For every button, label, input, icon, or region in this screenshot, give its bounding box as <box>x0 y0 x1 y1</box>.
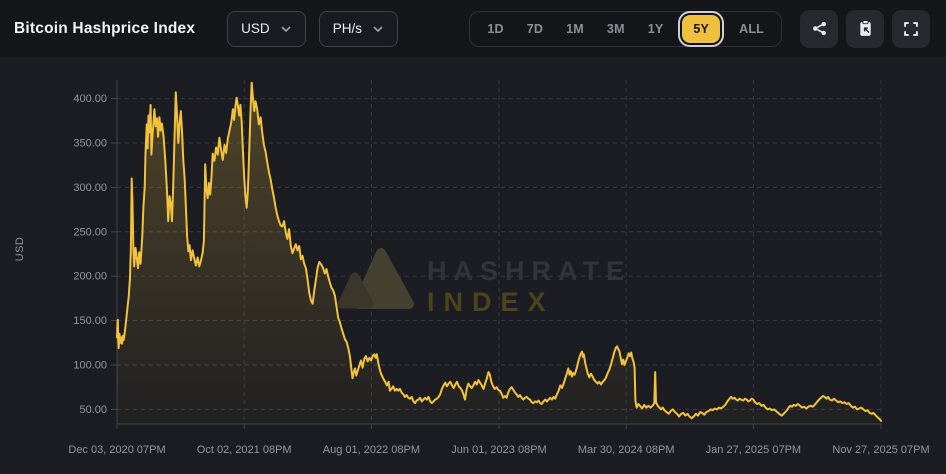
watermark-text-hashrate: HASHRATE <box>427 256 631 286</box>
y-axis-tick-label: 300.00 <box>73 182 107 194</box>
hashprice-line <box>116 81 882 422</box>
clipboard-arrow-icon <box>856 19 875 38</box>
hashprice-chart[interactable]: 50.00 100.00 150.00 200.00 250.00 300.00 350.0… <box>0 57 946 474</box>
currency-select[interactable]: USD <box>227 10 306 47</box>
x-axis-tick-label: Nov 27, 2025 07PM <box>832 444 929 456</box>
x-axis-tick-label: Jun 01, 2023 08PM <box>451 444 546 456</box>
y-axis-tick-label: 200.00 <box>73 271 107 283</box>
chevron-down-icon <box>280 23 292 35</box>
toolbar: Bitcoin Hashprice Index USD PH/s 1D 7D 1M 3… <box>0 0 946 57</box>
y-axis-tick-label: 150.00 <box>73 315 107 327</box>
expand-icon <box>901 19 921 39</box>
x-axis-tick-label: Jan 27, 2025 07PM <box>706 444 801 456</box>
range-button-1m[interactable]: 1M <box>558 16 592 42</box>
range-button-5y[interactable]: 5Y <box>682 14 721 43</box>
range-button-all[interactable]: ALL <box>731 16 772 42</box>
share-button[interactable] <box>800 9 838 48</box>
watermark-text-index: INDEX <box>427 287 555 317</box>
hashprice-area <box>117 82 881 424</box>
range-button-7d[interactable]: 7D <box>519 16 551 42</box>
chart-panel: 50.00 100.00 150.00 200.00 250.00 300.00 350.0… <box>0 57 946 474</box>
y-axis-tick-label: 100.00 <box>73 359 107 371</box>
range-button-1y[interactable]: 1Y <box>640 16 672 42</box>
currency-select-value: USD <box>241 21 270 36</box>
x-axis-tick-label: Oct 02, 2021 08PM <box>197 444 292 456</box>
y-axis-tick-label: 250.00 <box>73 226 107 238</box>
y-axis-tick-label: 50.00 <box>79 404 107 416</box>
fullscreen-button[interactable] <box>892 9 930 48</box>
unit-select[interactable]: PH/s <box>318 10 398 47</box>
page-title: Bitcoin Hashprice Index <box>14 19 196 37</box>
y-axis-title: USD <box>14 237 26 262</box>
unit-select-value: PH/s <box>332 21 362 36</box>
x-axis-tick-label: Mar 30, 2024 08PM <box>578 444 675 456</box>
range-group: 1D 7D 1M 3M 1Y 5Y ALL <box>469 10 782 47</box>
x-axis-tick-label: Dec 03, 2020 07PM <box>68 444 165 456</box>
x-axis-tick-label: Aug 01, 2022 08PM <box>323 444 420 456</box>
range-button-1d[interactable]: 1D <box>479 16 511 42</box>
share-nodes-icon <box>810 19 829 38</box>
range-button-3m[interactable]: 3M <box>599 16 633 42</box>
y-axis-tick-label: 400.00 <box>73 93 107 105</box>
copy-chart-button[interactable] <box>846 9 884 48</box>
chevron-down-icon <box>372 23 384 35</box>
y-axis-tick-label: 350.00 <box>73 138 107 150</box>
